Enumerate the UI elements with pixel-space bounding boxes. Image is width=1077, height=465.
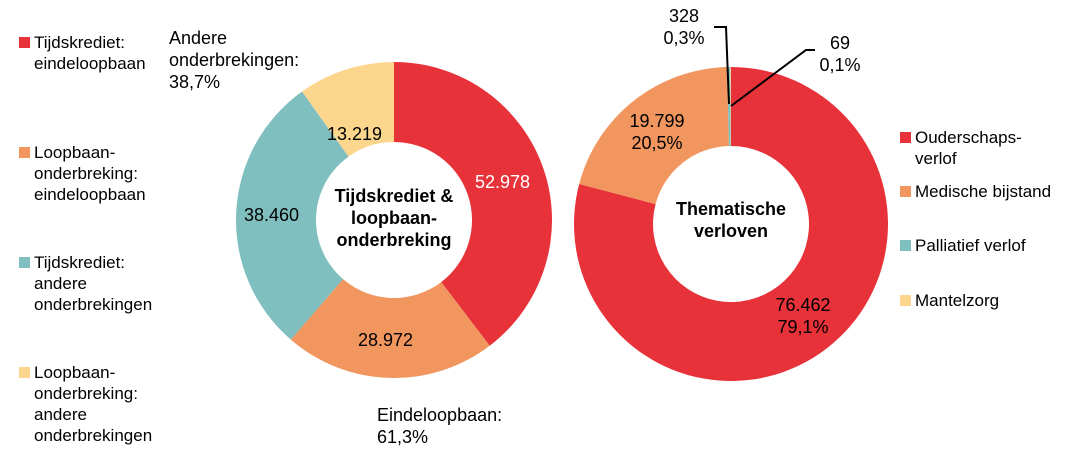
center-label: Thematische verloven [675, 199, 787, 241]
data-label: 28.972 [358, 330, 414, 350]
legend-item-2: Tijdskrediet: andere onderbrekingen [19, 252, 153, 315]
data-label: 19.799 20,5% [629, 111, 685, 153]
legend-text: Loopbaan- [34, 363, 116, 382]
legend-text: eindeloopbaan [34, 185, 146, 204]
annotation-eindeloopbaan: Eindeloopbaan: 61,3% [377, 405, 503, 447]
donut-slice-3 [730, 67, 731, 147]
legend-text: Tijdskrediet: [34, 253, 126, 272]
legend-text: Tijdskrediet: [34, 33, 126, 52]
legend-text: andere [34, 274, 87, 293]
legend-swatch [900, 240, 911, 251]
donut-slice-0 [394, 62, 553, 346]
legend-text: onderbrekingen [34, 295, 153, 314]
donut-slice-0 [574, 67, 888, 381]
legend-swatch [19, 37, 30, 48]
data-label: 38.460 [244, 205, 300, 225]
legend-item-0: Ouderschaps-verlof [900, 127, 1022, 169]
center-label: Tijdskrediet & loopbaan-onderbreking [334, 186, 454, 250]
legend-item-1: Loopbaan-onderbreking: eindeloopbaan [19, 142, 146, 205]
legend-swatch [900, 186, 911, 197]
legend-item-0: Tijdskrediet: eindeloopbaan [19, 32, 146, 74]
data-label: 13.219 [327, 124, 383, 144]
data-label: 76.462 79,1% [775, 295, 831, 337]
donut-slice-1 [290, 279, 490, 378]
data-label: 69 0,1% [819, 33, 861, 75]
legend-swatch [19, 147, 30, 158]
donut-slice-2 [235, 91, 349, 340]
leader-line [730, 49, 815, 107]
data-label: 328 0,3% [663, 6, 705, 48]
legend-swatch [900, 132, 911, 143]
legend-text: onderbrekingen [34, 426, 153, 445]
legend-swatch [900, 295, 911, 306]
legend-item-3: Mantelzorg [900, 290, 999, 311]
donut-slice-1 [579, 67, 729, 205]
legend-text: Loopbaan- [34, 143, 116, 162]
legend-swatch [19, 257, 30, 268]
legend-item-1: Medische bijstand [900, 181, 1051, 202]
legend-text: andere [34, 405, 87, 424]
leader-line [714, 26, 730, 105]
legend-item-3: Loopbaan-onderbreking: andere onderbreking… [19, 362, 153, 446]
legend-text: onderbreking: [34, 384, 138, 403]
legend-text: eindeloopbaan [34, 54, 146, 73]
legend-item-2: Palliatief verlof [900, 235, 1026, 256]
annotation-andere: Andere onderbrekingen: 38,7% [169, 28, 300, 92]
legend-text: onderbreking: [34, 164, 138, 183]
donut-slice-3 [301, 62, 394, 157]
data-label: 52.978 [475, 172, 531, 192]
legend-swatch [19, 367, 30, 378]
